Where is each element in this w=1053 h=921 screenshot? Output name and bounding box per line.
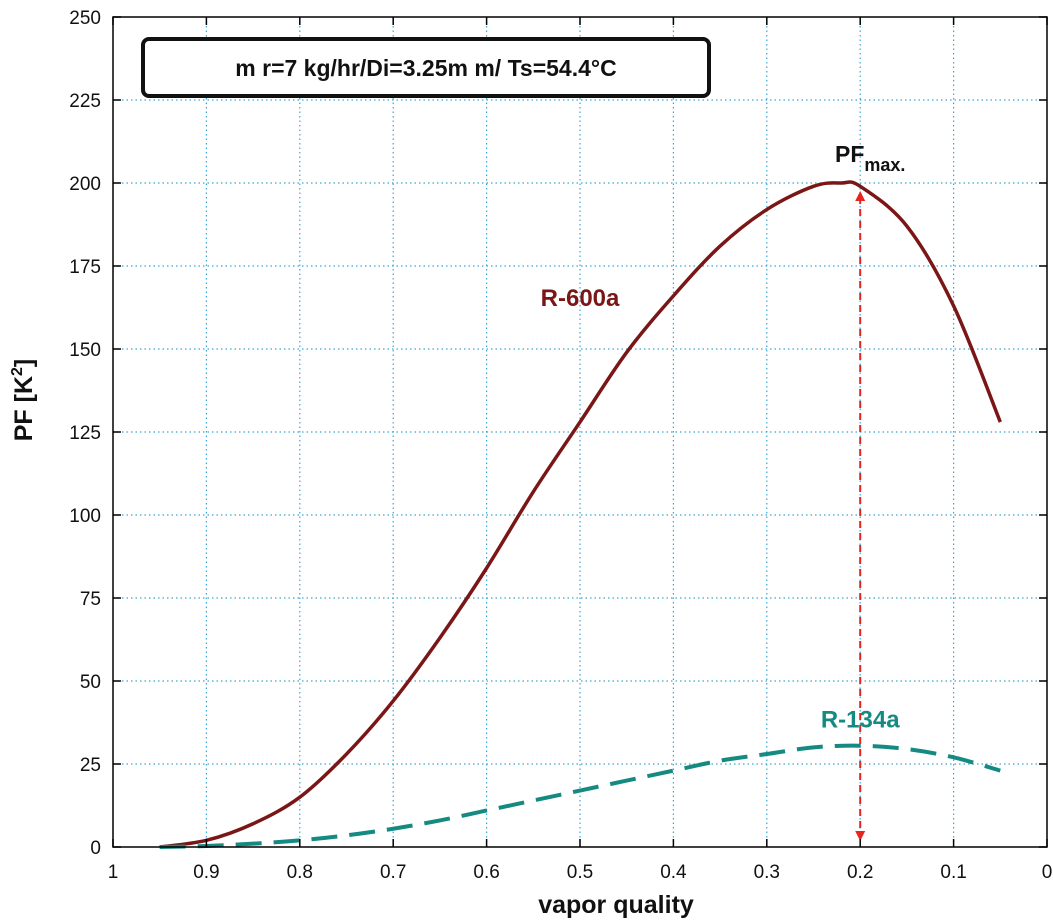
x-tick-label: 0.1	[940, 862, 966, 883]
series-line-r-600a	[159, 180, 1002, 849]
y-tick-label: 250	[69, 8, 101, 29]
pf-max-arrowhead-top	[855, 191, 866, 201]
axis-ticks: 1 0.9 0.8 0.7 0.6 0.5 0.4 0.3 0.2 0.1 0 0 25 50 75 100 1…	[69, 8, 1052, 883]
x-tick-label: 0.8	[287, 862, 313, 883]
y-tick-label: 150	[69, 340, 101, 361]
y-axis-label-close: ]	[10, 359, 38, 367]
pf-max-label-main: PF	[835, 141, 864, 167]
condition-text: m r=7 kg/hr/Di=3.25m m/ Ts=54.4°C	[235, 55, 616, 81]
condition-box	[141, 37, 711, 98]
x-tick-label: 0.9	[193, 862, 219, 883]
y-axis-label-sup: 2	[9, 367, 26, 376]
series-line-r-134a	[159, 743, 1001, 849]
grid	[113, 17, 1047, 847]
y-tick-label: 25	[80, 755, 101, 776]
x-tick-label: 1	[108, 862, 119, 883]
x-tick-label: 0	[1042, 862, 1053, 883]
x-tick-label: 0.2	[847, 862, 873, 883]
y-axis-label-main: PF [K	[10, 376, 38, 441]
pf-max-arrowhead-bottom	[855, 831, 866, 841]
series-label-r-600a: R-600a	[541, 285, 620, 312]
y-tick-label: 225	[69, 91, 101, 112]
x-tick-label: 0.5	[567, 862, 593, 883]
x-tick-label: 0.4	[660, 862, 687, 883]
y-tick-label: 125	[69, 423, 101, 444]
x-tick-label: 0.7	[380, 862, 406, 883]
y-tick-label: 175	[69, 257, 101, 278]
y-tick-label: 75	[80, 589, 101, 610]
x-axis-label: vapor quality	[538, 891, 694, 919]
y-tick-label: 100	[69, 506, 101, 527]
annotation-layer	[855, 191, 866, 841]
y-tick-label: 0	[90, 838, 101, 859]
pf-max-label-sub: max.	[864, 155, 905, 175]
y-tick-label: 200	[69, 174, 101, 195]
x-tick-label: 0.6	[473, 862, 499, 883]
y-tick-label: 50	[80, 672, 101, 693]
x-tick-label: 0.3	[754, 862, 780, 883]
y-axis-label: PF [K2]	[9, 359, 38, 442]
pf-max-annotation-label: PFmax.	[835, 141, 905, 175]
